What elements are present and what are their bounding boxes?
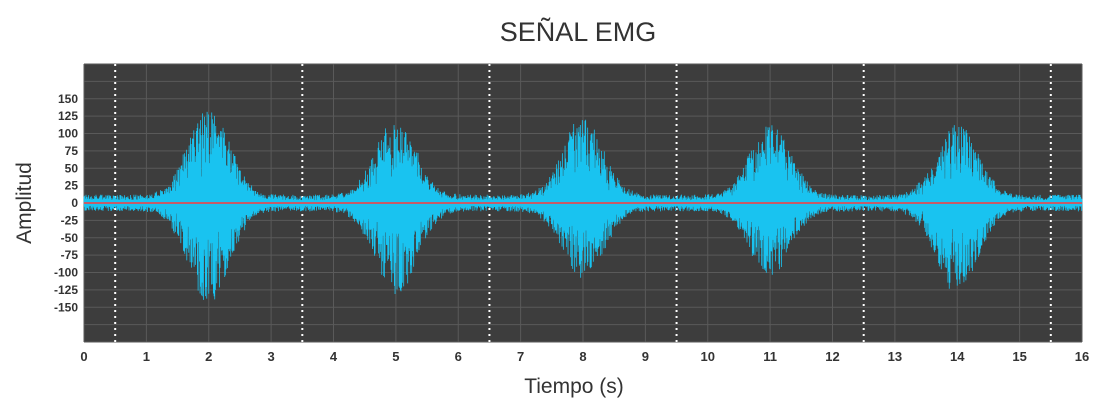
x-tick-label: 5: [392, 349, 399, 364]
y-tick-label: -50: [61, 231, 79, 245]
x-axis-label: Tiempo (s): [524, 375, 624, 398]
x-tick-labels: 0 1 2 3 4 5 6 7 8 9 10 11 12 13 14 15 16: [80, 349, 1089, 364]
y-tick-label: -125: [54, 283, 78, 297]
x-tick-label: 9: [642, 349, 649, 364]
chart-title: SEÑAL EMG: [500, 16, 657, 47]
y-tick-label: -150: [54, 300, 78, 314]
x-tick-label: 6: [455, 349, 462, 364]
y-tick-label: 0: [71, 196, 78, 210]
y-tick-label: 100: [58, 127, 78, 141]
y-tick-label: 75: [65, 144, 79, 158]
y-tick-label: 50: [65, 161, 79, 175]
y-tick-label: -100: [54, 266, 78, 280]
x-tick-label: 14: [950, 349, 965, 364]
x-tick-label: 7: [517, 349, 524, 364]
y-tick-label: 125: [58, 109, 78, 123]
y-axis-label: Amplitud: [13, 162, 36, 244]
x-tick-label: 10: [701, 349, 715, 364]
emg-signal-line: [83, 111, 1083, 300]
y-tick-label: 25: [65, 179, 79, 193]
y-tick-label: -25: [61, 213, 79, 227]
x-tick-label: 8: [579, 349, 586, 364]
x-tick-label: 13: [888, 349, 902, 364]
y-tick-labels: 150 125 100 75 50 25 0 -25 -50 -75 -100 -125 -150: [54, 92, 78, 315]
y-tick-label: 150: [58, 92, 78, 106]
x-tick-label: 4: [330, 349, 338, 364]
x-tick-label: 16: [1075, 349, 1089, 364]
x-tick-label: 12: [825, 349, 839, 364]
x-tick-label: 1: [143, 349, 150, 364]
x-tick-label: 2: [205, 349, 212, 364]
x-tick-label: 0: [80, 349, 87, 364]
x-tick-label: 15: [1012, 349, 1026, 364]
x-tick-label: 3: [268, 349, 275, 364]
x-tick-label: 11: [763, 349, 777, 364]
emg-signal-series: [83, 111, 1083, 300]
y-tick-label: -75: [61, 248, 79, 262]
